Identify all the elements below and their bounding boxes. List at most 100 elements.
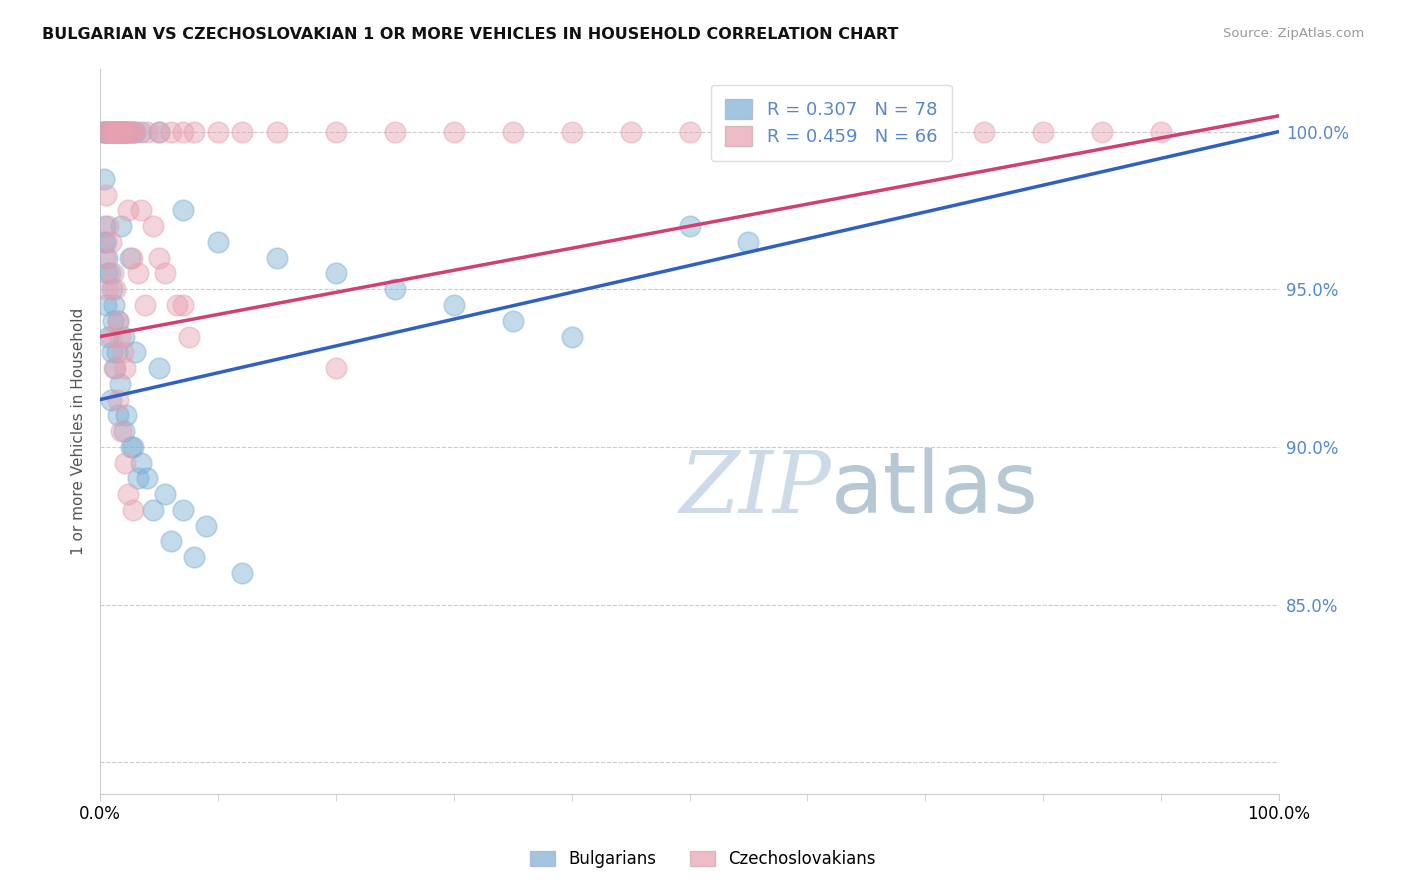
Point <box>103 298 125 312</box>
Point <box>101 314 124 328</box>
Point <box>94 125 117 139</box>
Point <box>98 125 121 139</box>
Point <box>153 487 176 501</box>
Point <box>153 267 176 281</box>
Point <box>148 251 170 265</box>
Point <box>111 125 134 139</box>
Point <box>325 125 347 139</box>
Point <box>105 125 128 139</box>
Point <box>118 125 141 139</box>
Point <box>796 125 818 139</box>
Point <box>94 219 117 234</box>
Point <box>114 361 136 376</box>
Point <box>110 125 132 139</box>
Point <box>131 125 153 139</box>
Point <box>117 203 139 218</box>
Point <box>96 251 118 265</box>
Point <box>914 125 936 139</box>
Point <box>325 361 347 376</box>
Point <box>96 125 118 139</box>
Point <box>1032 125 1054 139</box>
Point <box>107 314 129 328</box>
Point <box>136 125 159 139</box>
Point <box>101 345 124 359</box>
Point <box>103 125 125 139</box>
Point <box>121 125 143 139</box>
Point <box>131 456 153 470</box>
Point <box>93 235 115 249</box>
Point <box>118 125 141 139</box>
Point <box>183 125 205 139</box>
Point <box>96 267 118 281</box>
Point <box>231 125 253 139</box>
Point <box>94 187 117 202</box>
Point <box>96 125 118 139</box>
Point <box>112 125 135 139</box>
Point <box>148 361 170 376</box>
Point <box>1150 125 1173 139</box>
Point <box>131 203 153 218</box>
Point <box>120 440 142 454</box>
Point <box>796 125 818 139</box>
Point <box>100 392 122 407</box>
Point <box>94 125 117 139</box>
Point <box>855 125 877 139</box>
Point <box>114 456 136 470</box>
Point <box>266 125 288 139</box>
Point <box>160 534 183 549</box>
Point <box>115 125 138 139</box>
Point <box>110 424 132 438</box>
Point <box>231 566 253 580</box>
Point <box>97 219 120 234</box>
Point <box>678 125 700 139</box>
Point <box>103 125 125 139</box>
Text: atlas: atlas <box>831 448 1039 531</box>
Point <box>94 298 117 312</box>
Point <box>93 125 115 139</box>
Point <box>112 329 135 343</box>
Point <box>94 125 117 139</box>
Point <box>100 329 122 343</box>
Point <box>107 125 129 139</box>
Point <box>166 298 188 312</box>
Point <box>94 251 117 265</box>
Point <box>177 329 200 343</box>
Point <box>737 235 759 249</box>
Text: Source: ZipAtlas.com: Source: ZipAtlas.com <box>1223 27 1364 40</box>
Point <box>112 125 135 139</box>
Point <box>443 125 465 139</box>
Point <box>619 125 641 139</box>
Legend: Bulgarians, Czechoslovakians: Bulgarians, Czechoslovakians <box>523 844 883 875</box>
Point <box>148 125 170 139</box>
Point <box>107 392 129 407</box>
Point <box>207 125 229 139</box>
Point <box>101 125 124 139</box>
Point <box>142 219 165 234</box>
Point <box>384 125 406 139</box>
Point <box>107 314 129 328</box>
Point <box>96 282 118 296</box>
Point <box>111 345 134 359</box>
Point <box>134 298 156 312</box>
Point <box>855 125 877 139</box>
Point <box>266 251 288 265</box>
Point <box>127 267 149 281</box>
Point <box>103 361 125 376</box>
Point <box>122 503 145 517</box>
Point <box>100 235 122 249</box>
Point <box>98 267 121 281</box>
Point <box>115 125 138 139</box>
Point <box>114 125 136 139</box>
Point <box>108 125 131 139</box>
Point <box>97 125 120 139</box>
Point <box>100 125 122 139</box>
Point <box>160 125 183 139</box>
Point <box>737 125 759 139</box>
Point <box>101 125 124 139</box>
Point <box>172 203 194 218</box>
Point <box>93 172 115 186</box>
Point <box>104 361 127 376</box>
Point <box>195 518 218 533</box>
Point <box>115 409 138 423</box>
Point <box>678 219 700 234</box>
